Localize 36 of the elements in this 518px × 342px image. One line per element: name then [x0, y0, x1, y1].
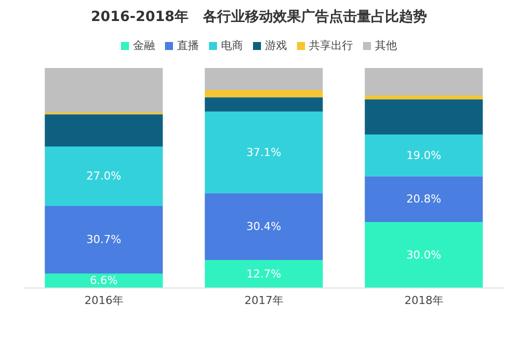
bar: [44, 68, 163, 112]
bar: [364, 134, 483, 176]
bar: [364, 176, 483, 222]
legend-label: 共享出行: [309, 39, 353, 52]
data-label: 27.0%: [86, 170, 122, 183]
bar: [44, 146, 163, 206]
bar: [44, 206, 163, 274]
x-tick-label: 2017年: [244, 294, 284, 307]
bar: [44, 114, 163, 147]
data-label: 12.7%: [246, 268, 282, 281]
bar: [204, 90, 323, 98]
data-label: 19.0%: [406, 148, 442, 162]
legend-label: 金融: [133, 39, 155, 52]
x-tick-label: 2018年: [404, 294, 444, 307]
legend-label: 游戏: [265, 39, 287, 52]
x-tick-label: 2016年: [84, 294, 124, 307]
data-label: 30.7%: [86, 233, 122, 246]
bar: [204, 193, 323, 260]
legend-label: 电商: [221, 39, 243, 52]
bar: [204, 97, 323, 112]
data-label: 6.6%: [90, 274, 118, 288]
bar: [204, 112, 323, 194]
data-label: 37.1%: [246, 146, 282, 159]
legend-label: 其他: [375, 39, 397, 52]
bar: [364, 96, 483, 100]
bar: [364, 222, 483, 288]
data-label: 30.4%: [246, 220, 282, 234]
chart-title: 2016-2018年 各行业移动效果广告点击量占比趋势: [90, 8, 428, 26]
data-label: 20.8%: [406, 192, 442, 206]
bar: [204, 260, 323, 288]
data-label: 30.0%: [406, 248, 442, 262]
bar: [44, 273, 163, 288]
bar: [204, 68, 323, 90]
bar: [364, 99, 483, 134]
legend-label: 直播: [177, 39, 199, 52]
bar: [364, 68, 483, 96]
